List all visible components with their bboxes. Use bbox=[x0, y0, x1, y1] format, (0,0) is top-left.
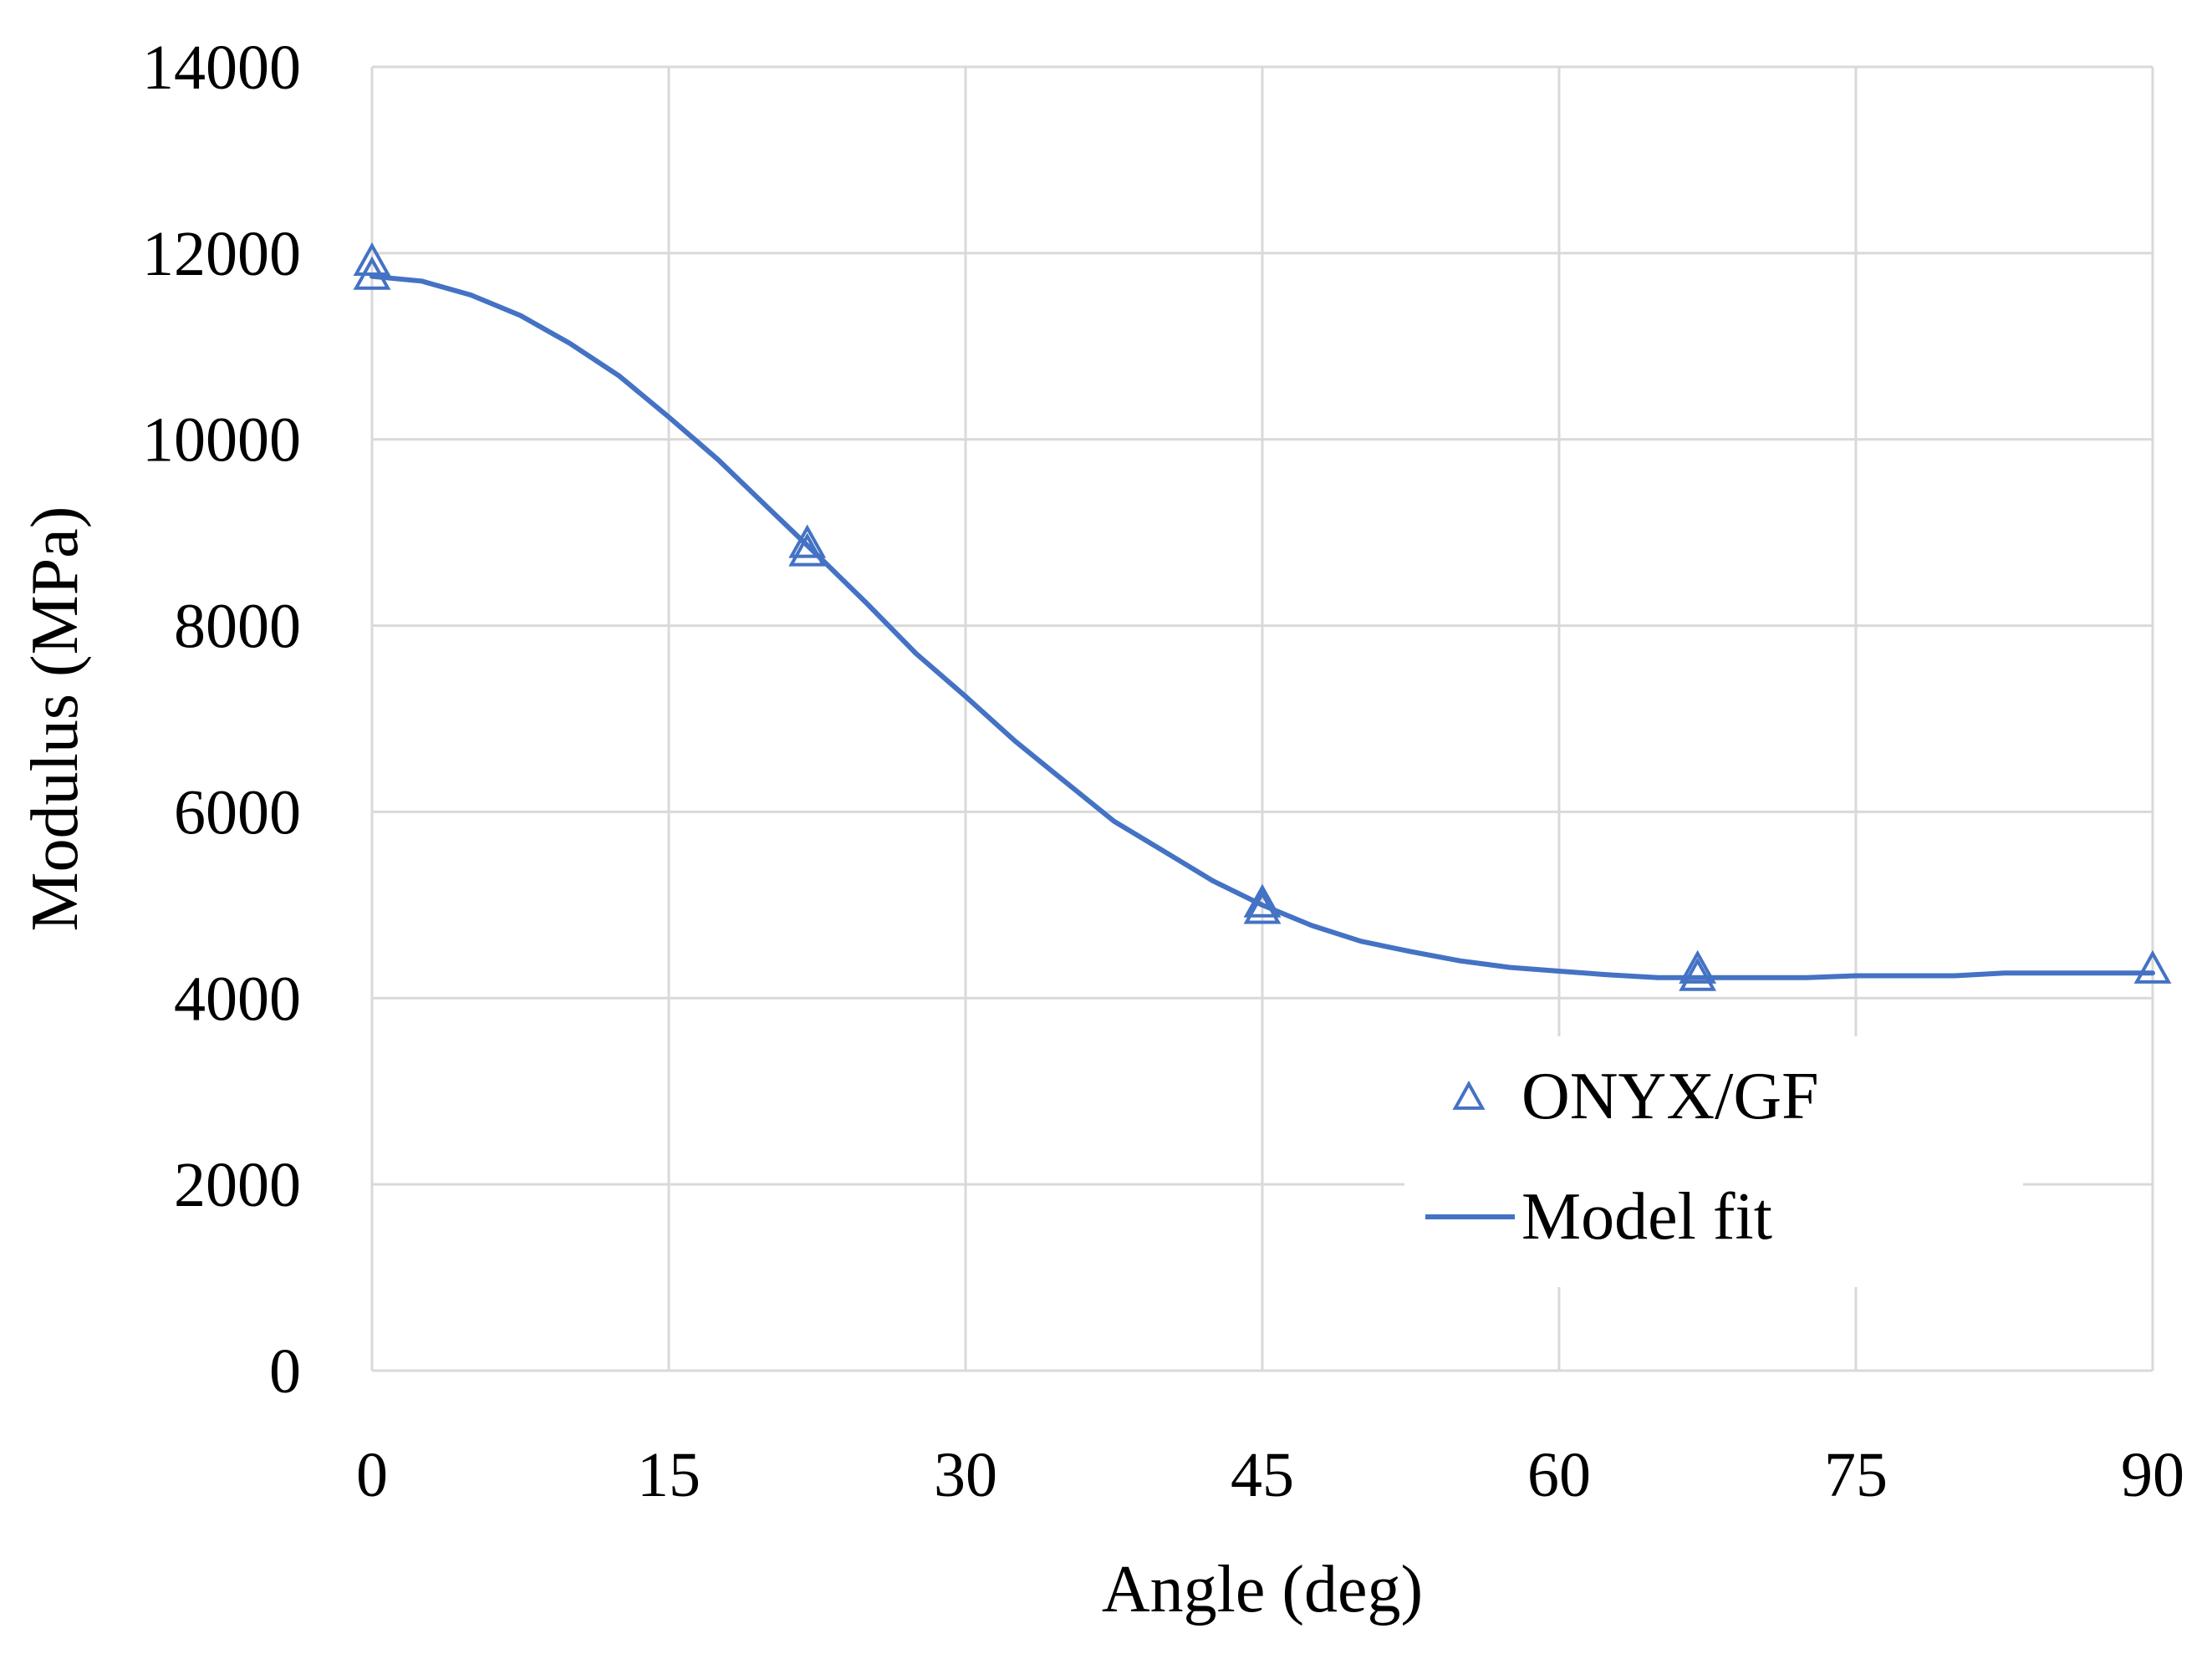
grid-layer bbox=[372, 65, 2154, 1371]
y-axis-title: Modulus (MPa) bbox=[18, 506, 92, 932]
y-tick-label: 0 bbox=[269, 1336, 301, 1407]
legend-background bbox=[1404, 1036, 2023, 1287]
series-layer bbox=[353, 242, 2172, 991]
legend-label-onyx-gf: ONYX/GF bbox=[1521, 1060, 1819, 1133]
x-tick-label: 90 bbox=[2121, 1440, 2184, 1510]
data-point-triangle bbox=[2133, 949, 2172, 984]
data-point-triangle bbox=[1679, 957, 1717, 991]
legend-triangle-icon bbox=[1452, 1080, 1486, 1110]
x-tick-label: 60 bbox=[1527, 1440, 1591, 1510]
y-tick-label: 14000 bbox=[142, 33, 301, 103]
x-tick-label: 75 bbox=[1824, 1440, 1888, 1510]
legend-item-onyx-gf: ONYX/GF bbox=[1452, 1060, 1819, 1133]
x-tick-label: 45 bbox=[1231, 1440, 1294, 1510]
x-tick-label: 30 bbox=[934, 1440, 997, 1510]
data-point-triangle bbox=[788, 524, 827, 558]
axis-layer bbox=[370, 67, 2153, 1372]
model-fit-line bbox=[370, 273, 2155, 980]
x-axis-title: Angle (deg) bbox=[1102, 1553, 1423, 1626]
y-tick-label: 10000 bbox=[142, 405, 301, 476]
data-point-triangle bbox=[353, 256, 391, 290]
data-point-triangle bbox=[353, 242, 391, 276]
y-tick-label: 12000 bbox=[142, 219, 301, 289]
y-tick-label: 6000 bbox=[174, 777, 301, 847]
x-tick-label: 15 bbox=[637, 1440, 701, 1510]
x-tick-label: 0 bbox=[356, 1440, 388, 1510]
data-point-triangle bbox=[1243, 883, 1282, 918]
legend: ONYX/GF Model fit bbox=[1404, 1036, 2023, 1287]
y-tick-label: 2000 bbox=[174, 1150, 301, 1220]
y-tick-label: 8000 bbox=[174, 592, 301, 662]
legend-label-model-fit: Model fit bbox=[1521, 1180, 1772, 1254]
data-point-triangle bbox=[1243, 890, 1282, 924]
legend-item-model-fit: Model fit bbox=[1425, 1180, 1772, 1254]
data-point-triangle bbox=[1679, 949, 1717, 984]
data-point-triangle bbox=[788, 532, 827, 567]
y-tick-label: 4000 bbox=[174, 964, 301, 1034]
label-layer: 0 2000 4000 6000 8000 10000 12000 14000 0 15 30 45 6… bbox=[142, 33, 2184, 1510]
